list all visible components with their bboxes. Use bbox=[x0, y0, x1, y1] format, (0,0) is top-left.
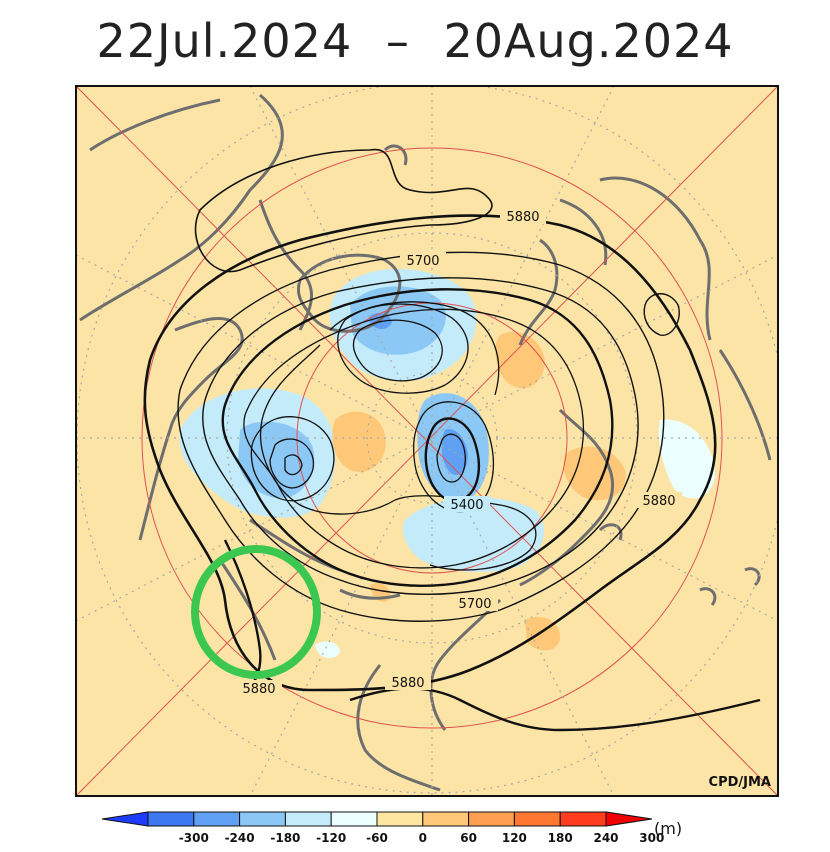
coastline-islands bbox=[383, 144, 761, 606]
colorbar-tick-label-1: -240 bbox=[225, 831, 255, 845]
title-end-date: 20Aug.2024 bbox=[443, 14, 734, 68]
colorbar-box-3 bbox=[284, 811, 332, 827]
colorbar-box-7 bbox=[468, 811, 515, 827]
colorbar-box-4 bbox=[330, 811, 378, 827]
colorbar-tick-label-0: -300 bbox=[179, 831, 209, 845]
contour-west-low-2 bbox=[269, 438, 315, 489]
contour-south-lobe bbox=[394, 495, 537, 571]
anomaly-blue-small bbox=[315, 641, 340, 659]
coastline-europe bbox=[518, 176, 772, 461]
colorbar-tick-label-2: -180 bbox=[270, 831, 300, 845]
contour-5880-main bbox=[143, 214, 717, 692]
lon-line-5 bbox=[76, 254, 778, 622]
credit-label: CPD/JMA bbox=[709, 775, 771, 790]
anomaly-orange-2 bbox=[495, 331, 545, 389]
colorbar-tick-label-4: -60 bbox=[366, 831, 388, 845]
anomaly-orange-1 bbox=[332, 411, 386, 472]
contour-label-2: 5700 bbox=[406, 254, 439, 269]
contour-5880-small-loop bbox=[643, 293, 680, 336]
colorbar-box-1 bbox=[193, 811, 241, 827]
colorbar-tick-label-7: 120 bbox=[502, 831, 527, 845]
contour-west-low-1 bbox=[250, 416, 335, 502]
positive-anomaly-areas bbox=[332, 331, 626, 651]
colorbar-extend-low bbox=[101, 811, 149, 827]
contour-5520 bbox=[337, 303, 469, 394]
contour-5460 bbox=[352, 319, 443, 382]
colorbar-box-9 bbox=[559, 811, 607, 827]
contour-5880-arctic-loop bbox=[194, 148, 493, 273]
lon-line-6 bbox=[76, 254, 778, 622]
anomaly-blue-east bbox=[658, 419, 715, 499]
contour-label-7: 5880 bbox=[242, 682, 275, 697]
anomaly-blue-south bbox=[403, 497, 544, 572]
contour-label-group: 5880 5700 5400 5880 5700 5880 5880 bbox=[236, 208, 682, 697]
contour-5640 bbox=[243, 308, 585, 569]
title-separator: – bbox=[385, 14, 410, 68]
colorbar-tick-label-10: 300 bbox=[639, 831, 664, 845]
colorbar-box-8 bbox=[513, 811, 561, 827]
chart-title: 22Jul.2024 – 20Aug.2024 bbox=[0, 14, 830, 68]
colorbar-tick-label-6: 60 bbox=[460, 831, 477, 845]
contour-label-1: 5880 bbox=[506, 210, 539, 225]
contour-5760 bbox=[202, 277, 639, 595]
contour-west-low-3 bbox=[284, 454, 303, 476]
colorbar-box-5 bbox=[376, 811, 424, 827]
map-frame bbox=[75, 85, 779, 797]
colorbar-extend-high bbox=[605, 811, 653, 827]
colorbar-tick-label-9: 240 bbox=[593, 831, 618, 845]
coastline-north-america bbox=[79, 93, 314, 541]
colorbar-tick-label-8: 180 bbox=[548, 831, 573, 845]
contour-label-3: 5400 bbox=[450, 498, 483, 513]
contour-5700 bbox=[221, 288, 614, 587]
contour-label-4: 5880 bbox=[642, 494, 675, 509]
contour-label-5: 5700 bbox=[458, 597, 491, 612]
colorbar-tick-label-5: 0 bbox=[419, 831, 427, 845]
colorbar-box-6 bbox=[422, 811, 470, 827]
title-start-date: 22Jul.2024 bbox=[96, 14, 353, 68]
contour-label-6: 5880 bbox=[391, 676, 424, 691]
colorbar-box-0 bbox=[147, 811, 195, 827]
colorbar: -300 -240 -180 -120 -60 0 60 120 180 240 300 (m) bbox=[101, 811, 682, 845]
colorbar-unit: (m) bbox=[654, 819, 682, 838]
highlight-circle bbox=[191, 545, 321, 679]
contour-center-low-3 bbox=[436, 433, 466, 483]
colorbar-box-2 bbox=[239, 811, 286, 827]
colorbar-tick-label-3: -120 bbox=[316, 831, 346, 845]
